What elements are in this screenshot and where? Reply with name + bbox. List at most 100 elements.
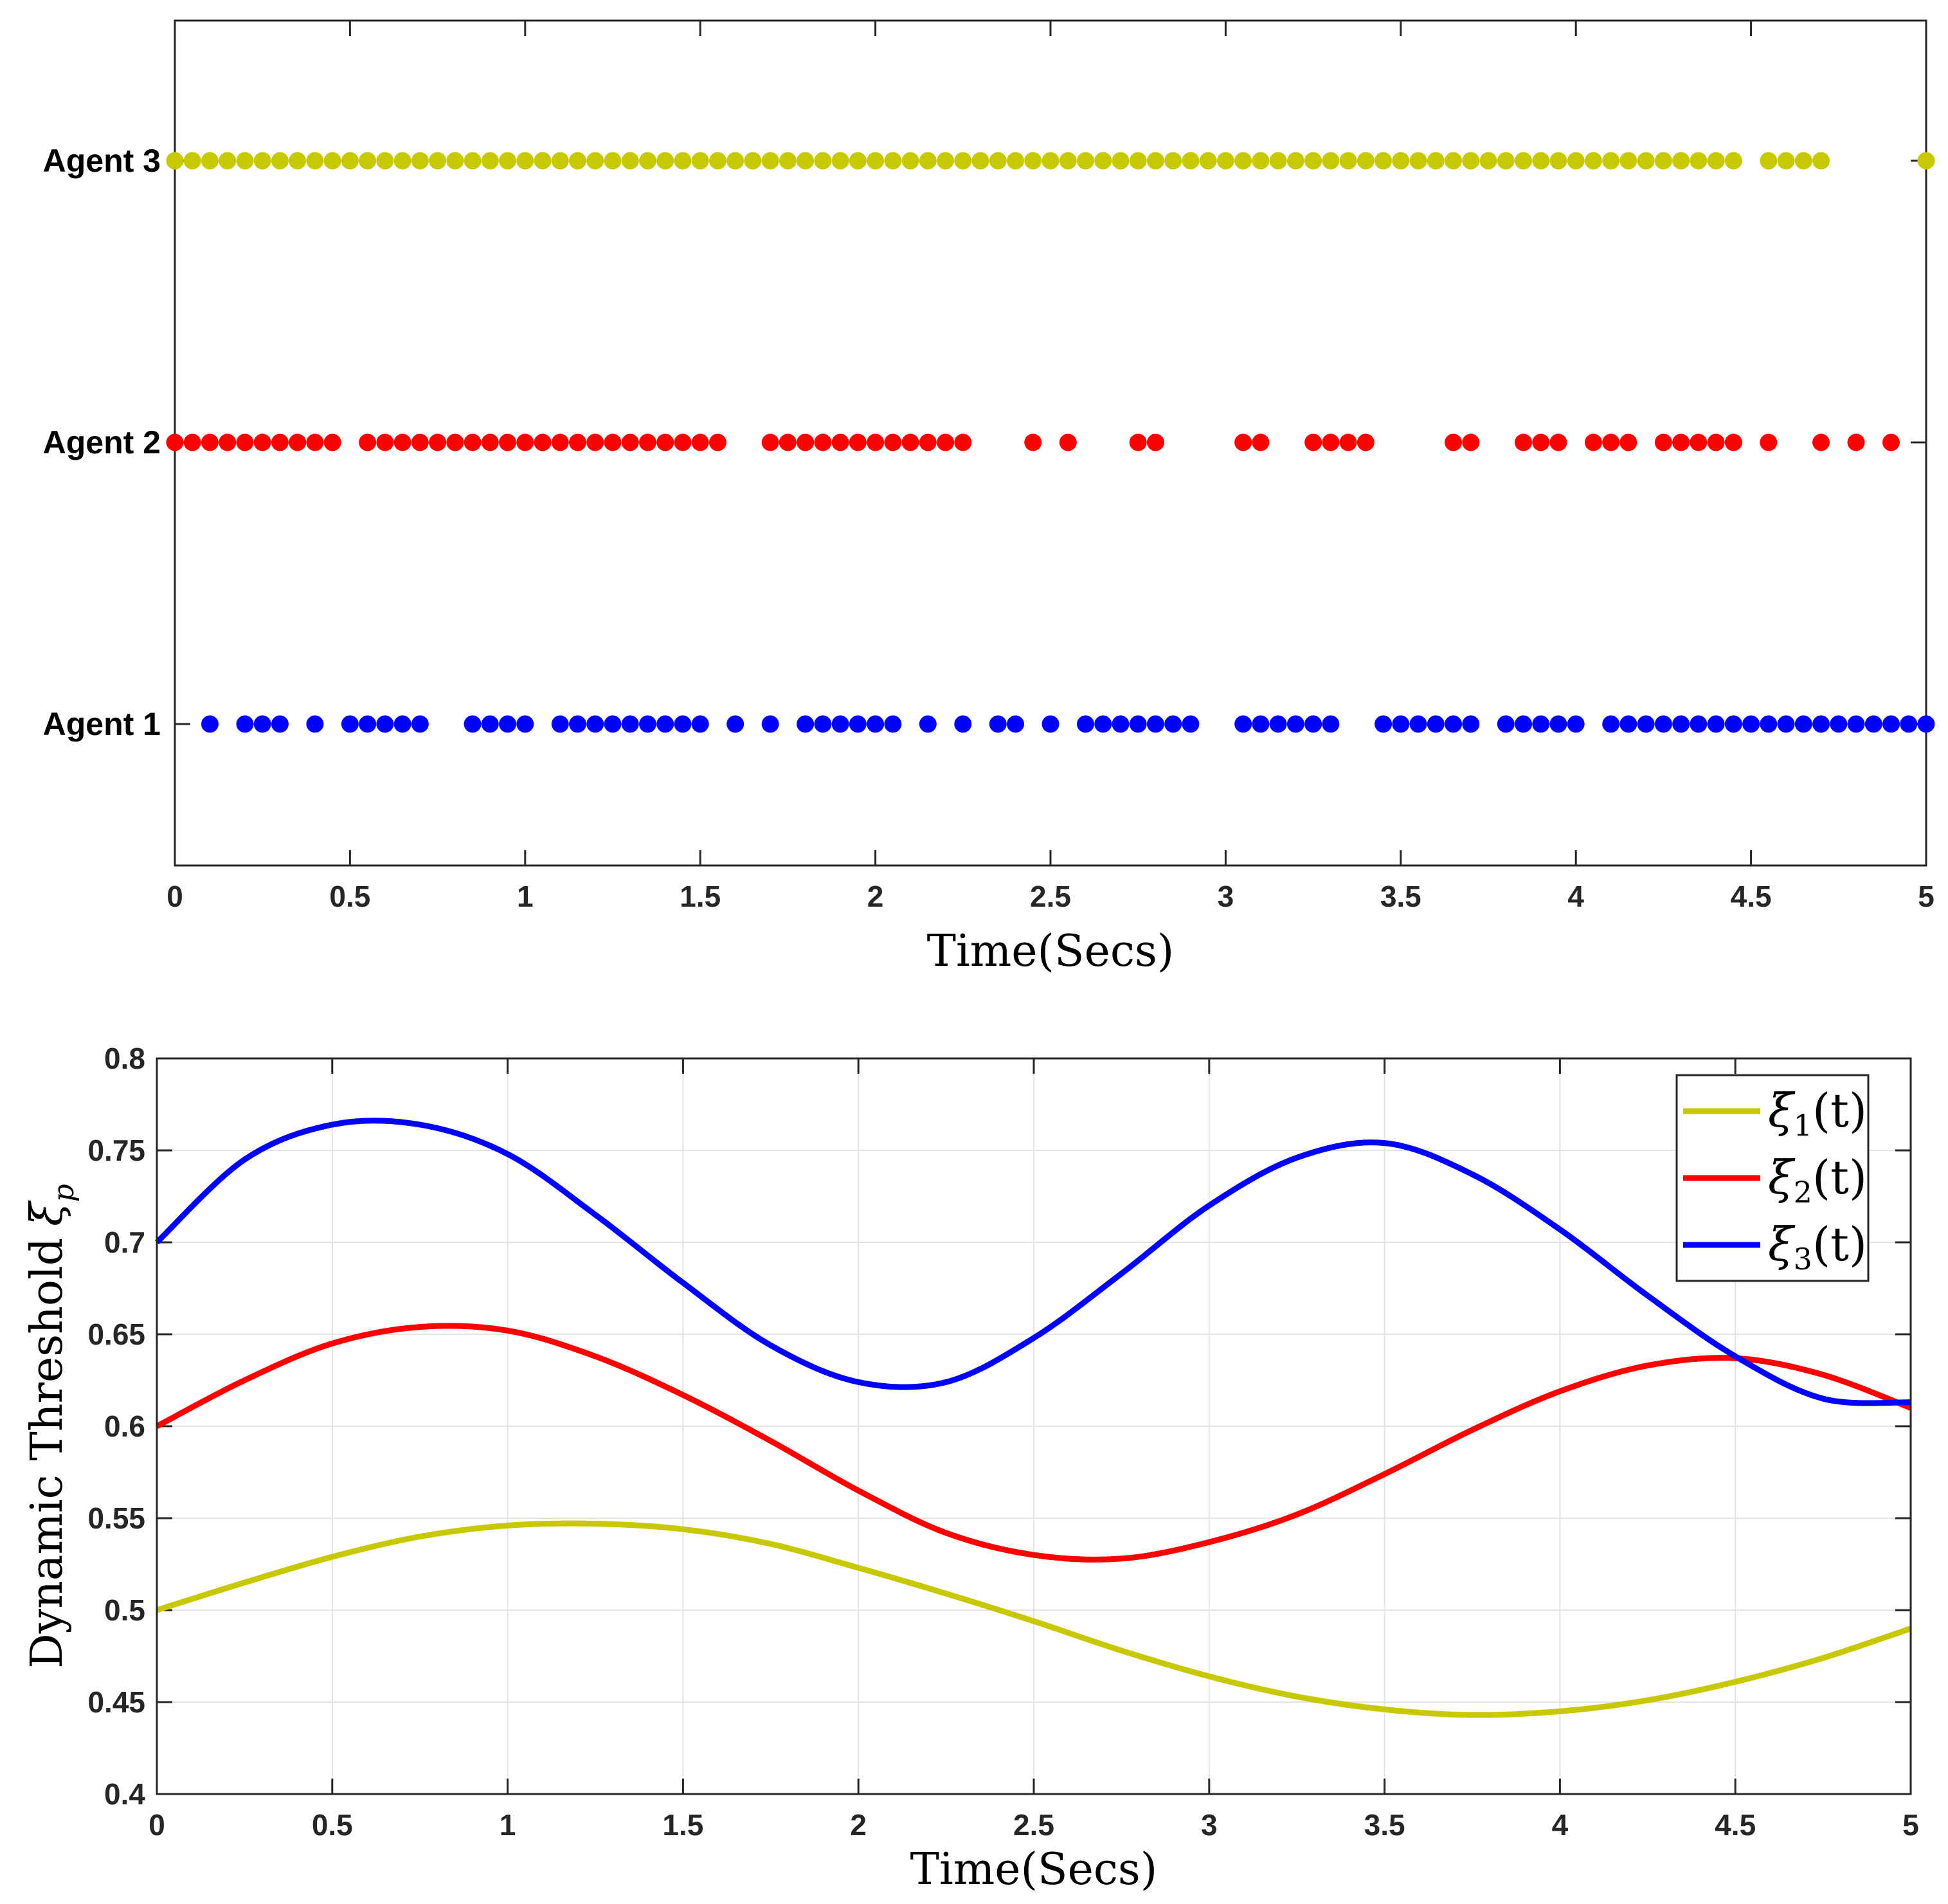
agent-3-event-marker <box>1059 152 1077 170</box>
agent-1-event-marker <box>656 715 674 733</box>
agent-3-event-marker <box>638 152 656 170</box>
agent-1-event-marker <box>1724 715 1742 733</box>
agent-3-event-marker <box>271 152 289 170</box>
agent-2-event-marker <box>1707 433 1725 451</box>
bottom-y-tick-label: 0.5 <box>104 1593 145 1627</box>
agent-1-event-marker <box>884 715 902 733</box>
agent-3-event-marker <box>1654 152 1672 170</box>
agent-1-event-marker <box>1007 715 1025 733</box>
agent-1-event-marker <box>1427 715 1445 733</box>
bottom-x-tick-label: 5 <box>1902 1808 1919 1842</box>
agent-3-event-marker <box>1427 152 1445 170</box>
agent-3-event-marker <box>1637 152 1655 170</box>
agent-3-event-marker <box>954 152 972 170</box>
agent-2-event-marker <box>691 433 709 451</box>
threshold-chart: 0.4 0.45 0.5 0.55 0.6 0.65 0.7 0.75 0.8 0 0.5 1 1.5… <box>22 1042 1919 1895</box>
agent-1-event-marker <box>1672 715 1690 733</box>
agent-1-event-marker <box>586 715 604 733</box>
agent-2-event-marker <box>429 433 447 451</box>
agent-3-event-marker <box>1690 152 1708 170</box>
agent-3-event-marker <box>1812 152 1830 170</box>
agent-1-event-marker <box>1322 715 1340 733</box>
agent-2-event-marker <box>919 433 937 451</box>
agent-2-event-marker <box>937 433 955 451</box>
top-x-tick-label: 4.5 <box>1731 880 1772 913</box>
agent-3-event-marker <box>1375 152 1393 170</box>
agent-1-event-marker <box>271 715 289 733</box>
agent-3-event-marker <box>691 152 709 170</box>
agent-2-event-marker <box>1445 433 1463 451</box>
agent-3-event-marker <box>1252 152 1270 170</box>
agent-3-event-marker <box>1339 152 1357 170</box>
agent-2-event-marker <box>656 433 674 451</box>
agent-2-event-marker <box>1304 433 1322 451</box>
top-x-tick-label: 3.5 <box>1380 880 1421 913</box>
agent-1-event-marker <box>359 715 377 733</box>
xi-1-line <box>156 1520 1912 1718</box>
agent-1-event-marker <box>499 715 517 733</box>
agent-2-event-marker <box>1462 433 1480 451</box>
agent-1-event-marker <box>393 715 411 733</box>
agent-2-event-marker <box>674 433 692 451</box>
agent-3-event-marker <box>1146 152 1164 170</box>
agent-2-event-marker <box>1672 433 1690 451</box>
top-x-tick-label: 2 <box>867 880 884 913</box>
agent-1-event-marker <box>464 715 482 733</box>
agent-3-event-marker <box>516 152 534 170</box>
agent-3-event-marker <box>604 152 622 170</box>
bottom-y-tick-label: 0.6 <box>104 1410 145 1443</box>
agent-3-event-marker <box>831 152 849 170</box>
agent-3-event-marker <box>656 152 674 170</box>
agent-3-event-marker <box>1392 152 1410 170</box>
agent-3-event-marker <box>1917 152 1935 170</box>
bottom-y-axis-label-group: Dynamic Threshold ξp <box>22 1184 80 1669</box>
agent-3-event-marker <box>1094 152 1112 170</box>
bottom-x-tick-label: 1 <box>500 1808 516 1842</box>
agent-2-event-marker <box>1812 433 1830 451</box>
agent-1-event-marker <box>1532 715 1550 733</box>
agent-1-event-marker <box>1549 715 1567 733</box>
agent-1-event-marker <box>1112 715 1130 733</box>
agent-3-event-marker <box>429 152 447 170</box>
agent-3-event-marker <box>1304 152 1322 170</box>
agent-3-event-marker <box>867 152 885 170</box>
agent-2-event-marker <box>814 433 832 451</box>
agent-1-event-marker <box>1164 715 1182 733</box>
agent-3-event-marker <box>1514 152 1532 170</box>
agent-3-event-marker <box>726 152 744 170</box>
agent-1-event-marker <box>481 715 499 733</box>
agent-1-event-marker <box>1917 715 1935 733</box>
agent-2-event-marker <box>393 433 411 451</box>
agent-3-event-marker <box>797 152 815 170</box>
agent-1-event-marker <box>1690 715 1708 733</box>
bottom-plot-area <box>156 1057 1912 1795</box>
xi-2-line <box>155 1323 1912 1563</box>
agent-3-event-marker <box>1619 152 1637 170</box>
agent-3-event-marker <box>1445 152 1463 170</box>
agent-1-event-marker <box>1252 715 1270 733</box>
top-x-axis-label: Time(Secs) <box>927 926 1175 977</box>
bottom-x-tick-label: 2 <box>850 1808 867 1842</box>
agent-1-event-marker <box>1409 715 1427 733</box>
bottom-y-tick-label: 0.75 <box>87 1134 145 1167</box>
agent-1-event-marker <box>1182 715 1200 733</box>
agent-2-event-marker <box>621 433 639 451</box>
agent-2-event-marker <box>551 433 569 451</box>
agent-3-event-marker <box>1216 152 1234 170</box>
agent-2-event-marker <box>516 433 534 451</box>
agent-2-event-marker <box>201 433 219 451</box>
agent-1-event-marker <box>1286 715 1304 733</box>
agent-3-event-marker <box>1234 152 1252 170</box>
agent-3-event-marker <box>393 152 411 170</box>
agent-1-event-marker <box>569 715 587 733</box>
agent-3-event-marker <box>586 152 604 170</box>
agent-1-event-marker <box>201 715 219 733</box>
agent-2-event-marker <box>1357 433 1375 451</box>
agent-3-event-marker <box>499 152 517 170</box>
agent-3-event-marker <box>1760 152 1778 170</box>
xi-3-line <box>154 1118 1911 1406</box>
agent-3-event-marker <box>446 152 464 170</box>
y-axis-label-subscript: p <box>48 1184 80 1202</box>
agent-3-event-marker <box>884 152 902 170</box>
agent-3-event-marker <box>464 152 482 170</box>
